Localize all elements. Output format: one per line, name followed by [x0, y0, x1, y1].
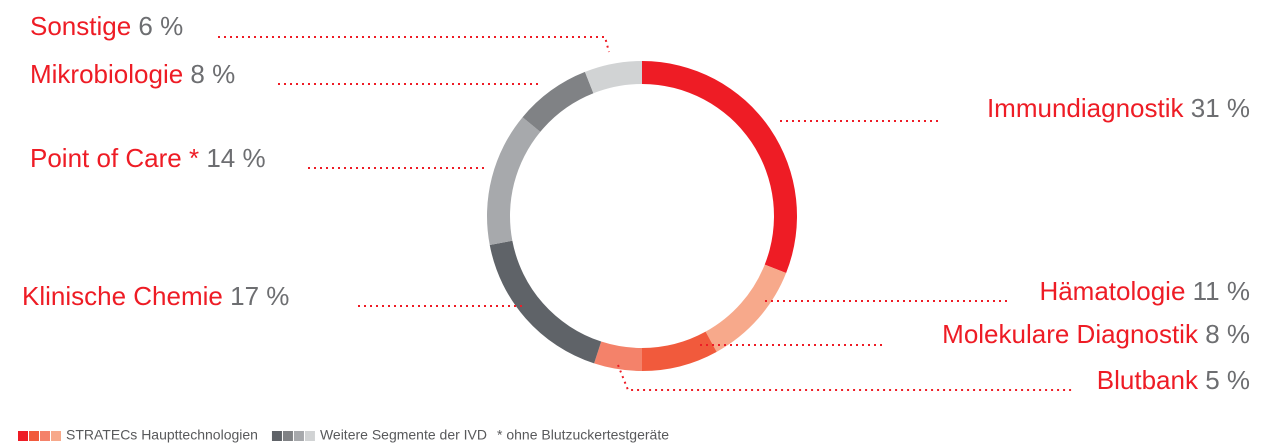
- category-name: Mikrobiologie: [30, 59, 183, 89]
- value-label: 5 %: [1205, 365, 1250, 395]
- legend-swatch: [40, 431, 50, 441]
- donut-segment: [642, 61, 797, 274]
- legend-label: Weitere Segmente der IVD: [320, 427, 487, 443]
- segment-label: Immundiagnostik 31 %: [987, 93, 1250, 123]
- category-name: Sonstige: [30, 11, 131, 41]
- legend-swatch: [271, 431, 282, 441]
- legend-swatch: [304, 431, 315, 441]
- legend-swatch: [18, 431, 28, 441]
- segment-label: Klinische Chemie 17 %: [22, 281, 289, 311]
- segment-label: Sonstige 6 %: [30, 11, 183, 41]
- value-label: 6 %: [138, 11, 183, 41]
- segment-label: Hämatologie 11 %: [1039, 276, 1250, 306]
- value-label: 8 %: [190, 59, 235, 89]
- donut-segment: [642, 331, 717, 371]
- segment-label: Molekulare Diagnostik 8 %: [942, 319, 1250, 349]
- segment-label: Blutbank 5 %: [1097, 365, 1250, 395]
- donut-segment: [584, 61, 642, 94]
- donut-segment: [705, 264, 787, 352]
- segment-label: Mikrobiologie 8 %: [30, 59, 235, 89]
- footnote: * ohne Blutzuckertestgeräte: [497, 427, 669, 443]
- leader-line: [218, 36, 610, 53]
- donut-segment: [594, 341, 642, 371]
- category-name: Hämatologie: [1039, 276, 1185, 306]
- value-label: 11 %: [1193, 276, 1250, 306]
- category-name: Molekulare Diagnostik: [942, 319, 1199, 349]
- value-label: 31 %: [1191, 93, 1250, 123]
- value-label: 8 %: [1205, 319, 1250, 349]
- legend-swatch: [29, 431, 39, 441]
- donut-segment: [487, 117, 541, 246]
- leader-line: [617, 364, 1075, 391]
- value-label: 17 %: [230, 281, 289, 311]
- donut-segment: [489, 240, 602, 364]
- category-name: Point of Care *: [30, 143, 199, 173]
- category-name: Blutbank: [1097, 365, 1199, 395]
- category-name: Immundiagnostik: [987, 93, 1185, 123]
- legend-swatch: [282, 431, 293, 441]
- category-name: Klinische Chemie: [22, 281, 223, 311]
- value-label: 14 %: [206, 143, 265, 173]
- donut-segment: [522, 71, 594, 132]
- legend-label: STRATECs Haupttechnologien: [66, 427, 258, 443]
- segment-label: Point of Care * 14 %: [30, 143, 266, 173]
- legend-swatch: [51, 431, 61, 441]
- legend-swatch: [293, 431, 304, 441]
